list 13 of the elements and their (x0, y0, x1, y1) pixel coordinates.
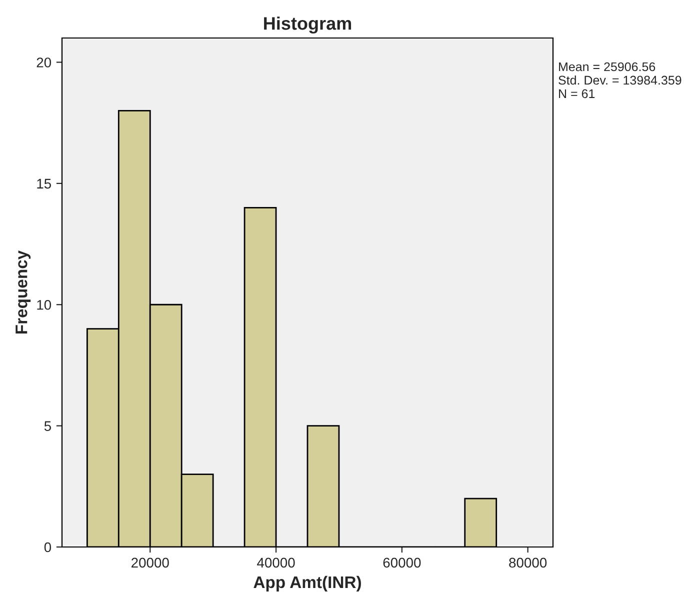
y-tick-label: 0 (44, 542, 52, 552)
y-tick-label: 10 (37, 300, 52, 310)
text: Mean = 25906.56 Std. Dev. = 13984.359 N = 61 (558, 62, 682, 98)
y-tick-label: 5 (44, 421, 51, 431)
x-tick-label: 20000 (132, 558, 169, 568)
y-tick-label: 15 (37, 178, 52, 189)
y-tick-label: 20 (36, 58, 52, 68)
x-tick-label: 60000 (383, 558, 421, 568)
x-axis-title: App Amt(INR) (254, 576, 361, 592)
x-tick-label: 40000 (257, 558, 295, 568)
x-tick-label: 80000 (509, 558, 547, 568)
y-axis-title: Frequency (16, 250, 31, 334)
chart-title: Histogram (264, 16, 352, 34)
